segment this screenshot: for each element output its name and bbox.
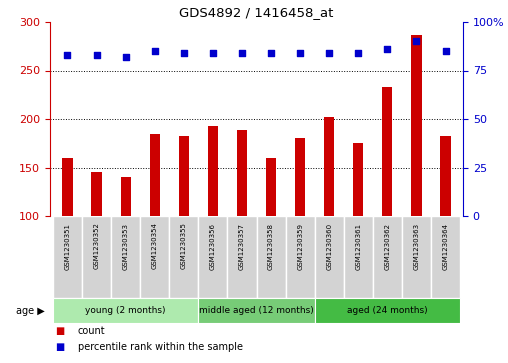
Bar: [324, 117, 334, 216]
Text: middle aged (12 months): middle aged (12 months): [199, 306, 314, 315]
Bar: [314, 216, 344, 298]
Text: percentile rank within the sample: percentile rank within the sample: [78, 342, 243, 352]
Point: [151, 48, 159, 54]
Bar: [353, 143, 363, 216]
Bar: [440, 136, 451, 216]
Bar: [198, 298, 314, 323]
Text: aged (24 months): aged (24 months): [347, 306, 428, 315]
Text: count: count: [78, 326, 106, 337]
Bar: [411, 34, 422, 216]
Point: [325, 50, 333, 56]
Bar: [208, 126, 218, 216]
Text: ■: ■: [55, 326, 65, 337]
Bar: [373, 216, 402, 298]
Text: GSM1230360: GSM1230360: [326, 223, 332, 270]
Point: [209, 50, 217, 56]
Point: [92, 52, 101, 58]
Text: GSM1230356: GSM1230356: [210, 223, 216, 270]
Text: GSM1230364: GSM1230364: [442, 223, 449, 270]
Text: GSM1230351: GSM1230351: [65, 223, 71, 270]
Point: [64, 52, 72, 58]
Text: GSM1230363: GSM1230363: [414, 223, 420, 270]
Bar: [402, 216, 431, 298]
Text: GSM1230354: GSM1230354: [152, 223, 157, 269]
Point: [238, 50, 246, 56]
Bar: [53, 216, 82, 298]
Text: GSM1230361: GSM1230361: [355, 223, 361, 270]
Point: [121, 54, 130, 60]
Text: GSM1230358: GSM1230358: [268, 223, 274, 270]
Bar: [257, 216, 285, 298]
Text: age ▶: age ▶: [16, 306, 45, 315]
Text: young (2 months): young (2 months): [85, 306, 166, 315]
Point: [296, 50, 304, 56]
Bar: [285, 216, 314, 298]
Bar: [91, 172, 102, 216]
Bar: [62, 158, 73, 216]
Bar: [150, 134, 160, 216]
Point: [180, 50, 188, 56]
Point: [354, 50, 362, 56]
Text: GSM1230352: GSM1230352: [93, 223, 100, 269]
Point: [412, 38, 421, 44]
Bar: [228, 216, 257, 298]
Text: GSM1230357: GSM1230357: [239, 223, 245, 270]
Point: [267, 50, 275, 56]
Bar: [111, 216, 140, 298]
Bar: [295, 138, 305, 216]
Bar: [169, 216, 198, 298]
Bar: [140, 216, 169, 298]
Text: GSM1230353: GSM1230353: [122, 223, 129, 270]
Text: ■: ■: [55, 342, 65, 352]
Bar: [179, 136, 189, 216]
Bar: [198, 216, 228, 298]
Point: [384, 46, 392, 52]
Bar: [266, 158, 276, 216]
Bar: [383, 87, 393, 216]
Bar: [431, 216, 460, 298]
Text: GSM1230359: GSM1230359: [297, 223, 303, 270]
Bar: [53, 298, 198, 323]
Bar: [314, 298, 460, 323]
Point: [441, 48, 450, 54]
Title: GDS4892 / 1416458_at: GDS4892 / 1416458_at: [179, 7, 334, 20]
Bar: [120, 177, 131, 216]
Bar: [82, 216, 111, 298]
Bar: [344, 216, 373, 298]
Text: GSM1230355: GSM1230355: [181, 223, 187, 269]
Bar: [237, 130, 247, 216]
Text: GSM1230362: GSM1230362: [385, 223, 390, 270]
